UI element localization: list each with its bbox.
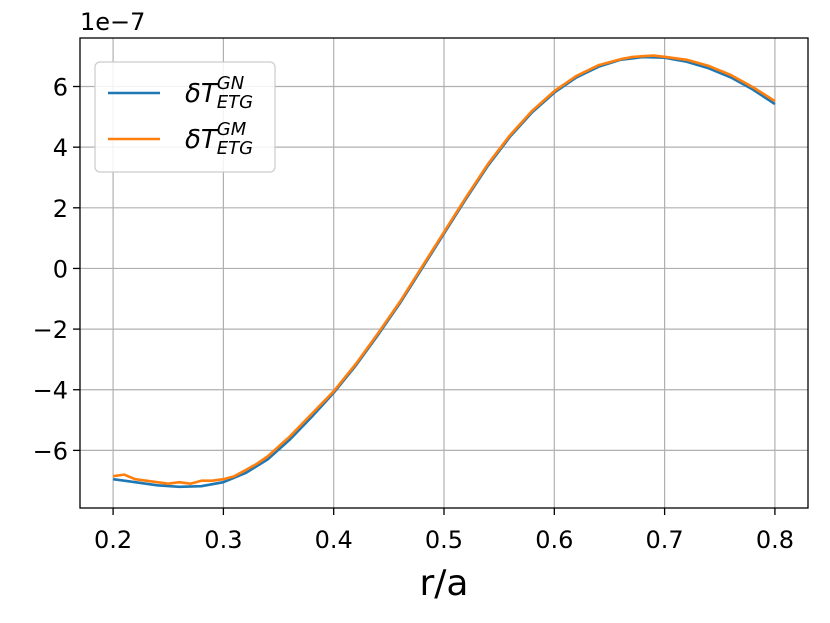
x-tick-label: 0.8 [756, 526, 794, 554]
legend: δTGN ETG δTGM ETG [94, 61, 276, 173]
y-tick-label: 6 [53, 74, 68, 102]
series-line-gm [112, 54, 776, 485]
y-tick-label: 0 [53, 255, 68, 283]
x-tick-label: 0.2 [94, 526, 132, 554]
y-tick-label: 4 [53, 134, 68, 162]
x-tick-label: 0.6 [535, 526, 573, 554]
y-offset-label: 1e−7 [80, 8, 145, 36]
x-axis-label: r/a [420, 563, 469, 604]
axis-ticks: 0.2 0.3 0.4 0.5 0.6 0.7 0.8 −6 −4 −2 0 2 4 6 [33, 74, 794, 554]
y-tick-label: −6 [33, 437, 68, 465]
x-tick-label: 0.7 [646, 526, 684, 554]
legend-box [94, 61, 276, 173]
x-tick-label: 0.5 [425, 526, 463, 554]
grid [80, 38, 808, 508]
x-tick-label: 0.3 [204, 526, 242, 554]
y-tick-label: −4 [33, 377, 68, 405]
x-tick-label: 0.4 [315, 526, 353, 554]
y-tick-label: −2 [33, 316, 68, 344]
legend-entry: δTGM ETG [185, 119, 253, 159]
y-tick-label: 2 [53, 195, 68, 223]
plot-lines [112, 54, 776, 489]
legend-entry: δTGN ETG [185, 73, 253, 113]
